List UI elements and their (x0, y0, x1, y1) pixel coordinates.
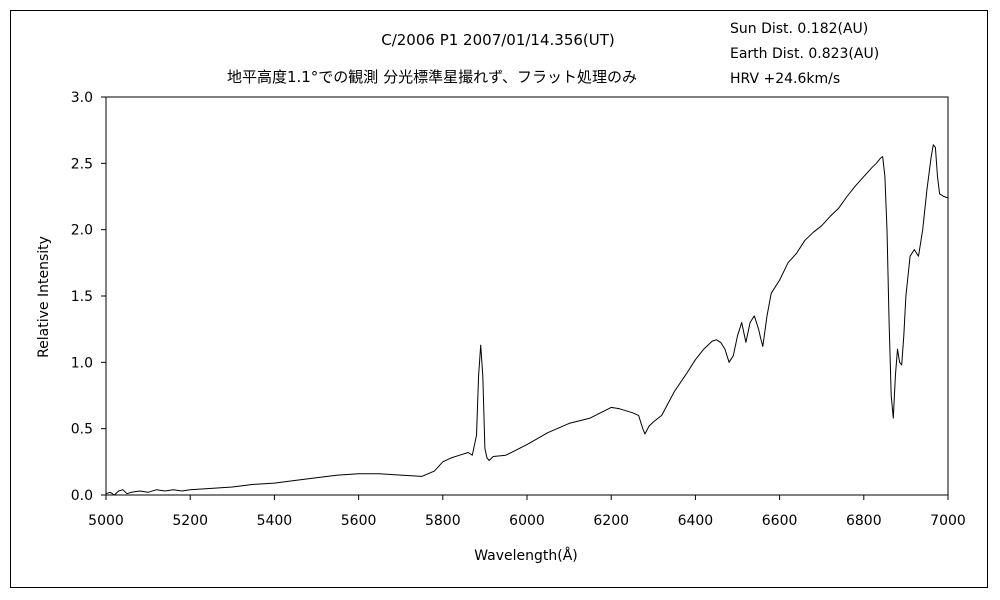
y-tick-label: 0.5 (71, 422, 93, 438)
x-tick-label: 5200 (172, 513, 208, 529)
y-tick-label: 0.0 (71, 488, 93, 504)
x-tick-label: 7000 (930, 513, 966, 529)
plot-area (105, 96, 949, 496)
series-group (105, 144, 949, 496)
y-tick-label: 1.5 (71, 289, 93, 305)
info-sun-distance: Sun Dist. 0.182(AU) (730, 21, 868, 37)
x-tick-label: 6400 (678, 513, 714, 529)
info-earth-distance: Earth Dist. 0.823(AU) (730, 46, 879, 62)
chart-title-line2: 地平高度1.1°での観測 分光標準星撮れず、フラット処理のみ (227, 68, 637, 86)
y-tick-label: 1.0 (71, 355, 93, 371)
x-tick-label: 5600 (341, 513, 377, 529)
x-tick-label: 6000 (509, 513, 545, 529)
y-tick-label: 2.0 (71, 223, 93, 239)
x-axis-label: Wavelength(Å) (474, 547, 578, 564)
y-tick-label: 3.0 (71, 90, 93, 106)
info-hrv: HRV +24.6km/s (730, 71, 840, 87)
chart-frame (10, 10, 988, 588)
y-tick-label: 2.5 (71, 156, 93, 172)
x-tick-label: 5800 (425, 513, 461, 529)
x-tick-label: 5000 (88, 513, 124, 529)
x-tick-label: 6800 (846, 513, 882, 529)
axis-ticks: 5000 5200 5400 5600 5800 6000 6200 6400 6600 6800… (71, 90, 966, 529)
y-axis-label: Relative Intensity (36, 236, 52, 358)
x-tick-label: 6600 (762, 513, 798, 529)
x-tick-label: 6200 (593, 513, 629, 529)
spectrum-line (105, 144, 949, 496)
x-tick-label: 5400 (257, 513, 293, 529)
chart-title-line1: C/2006 P1 2007/01/14.356(UT) (381, 31, 615, 49)
